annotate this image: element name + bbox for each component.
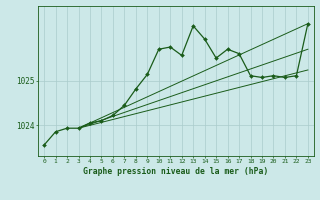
X-axis label: Graphe pression niveau de la mer (hPa): Graphe pression niveau de la mer (hPa) — [84, 167, 268, 176]
